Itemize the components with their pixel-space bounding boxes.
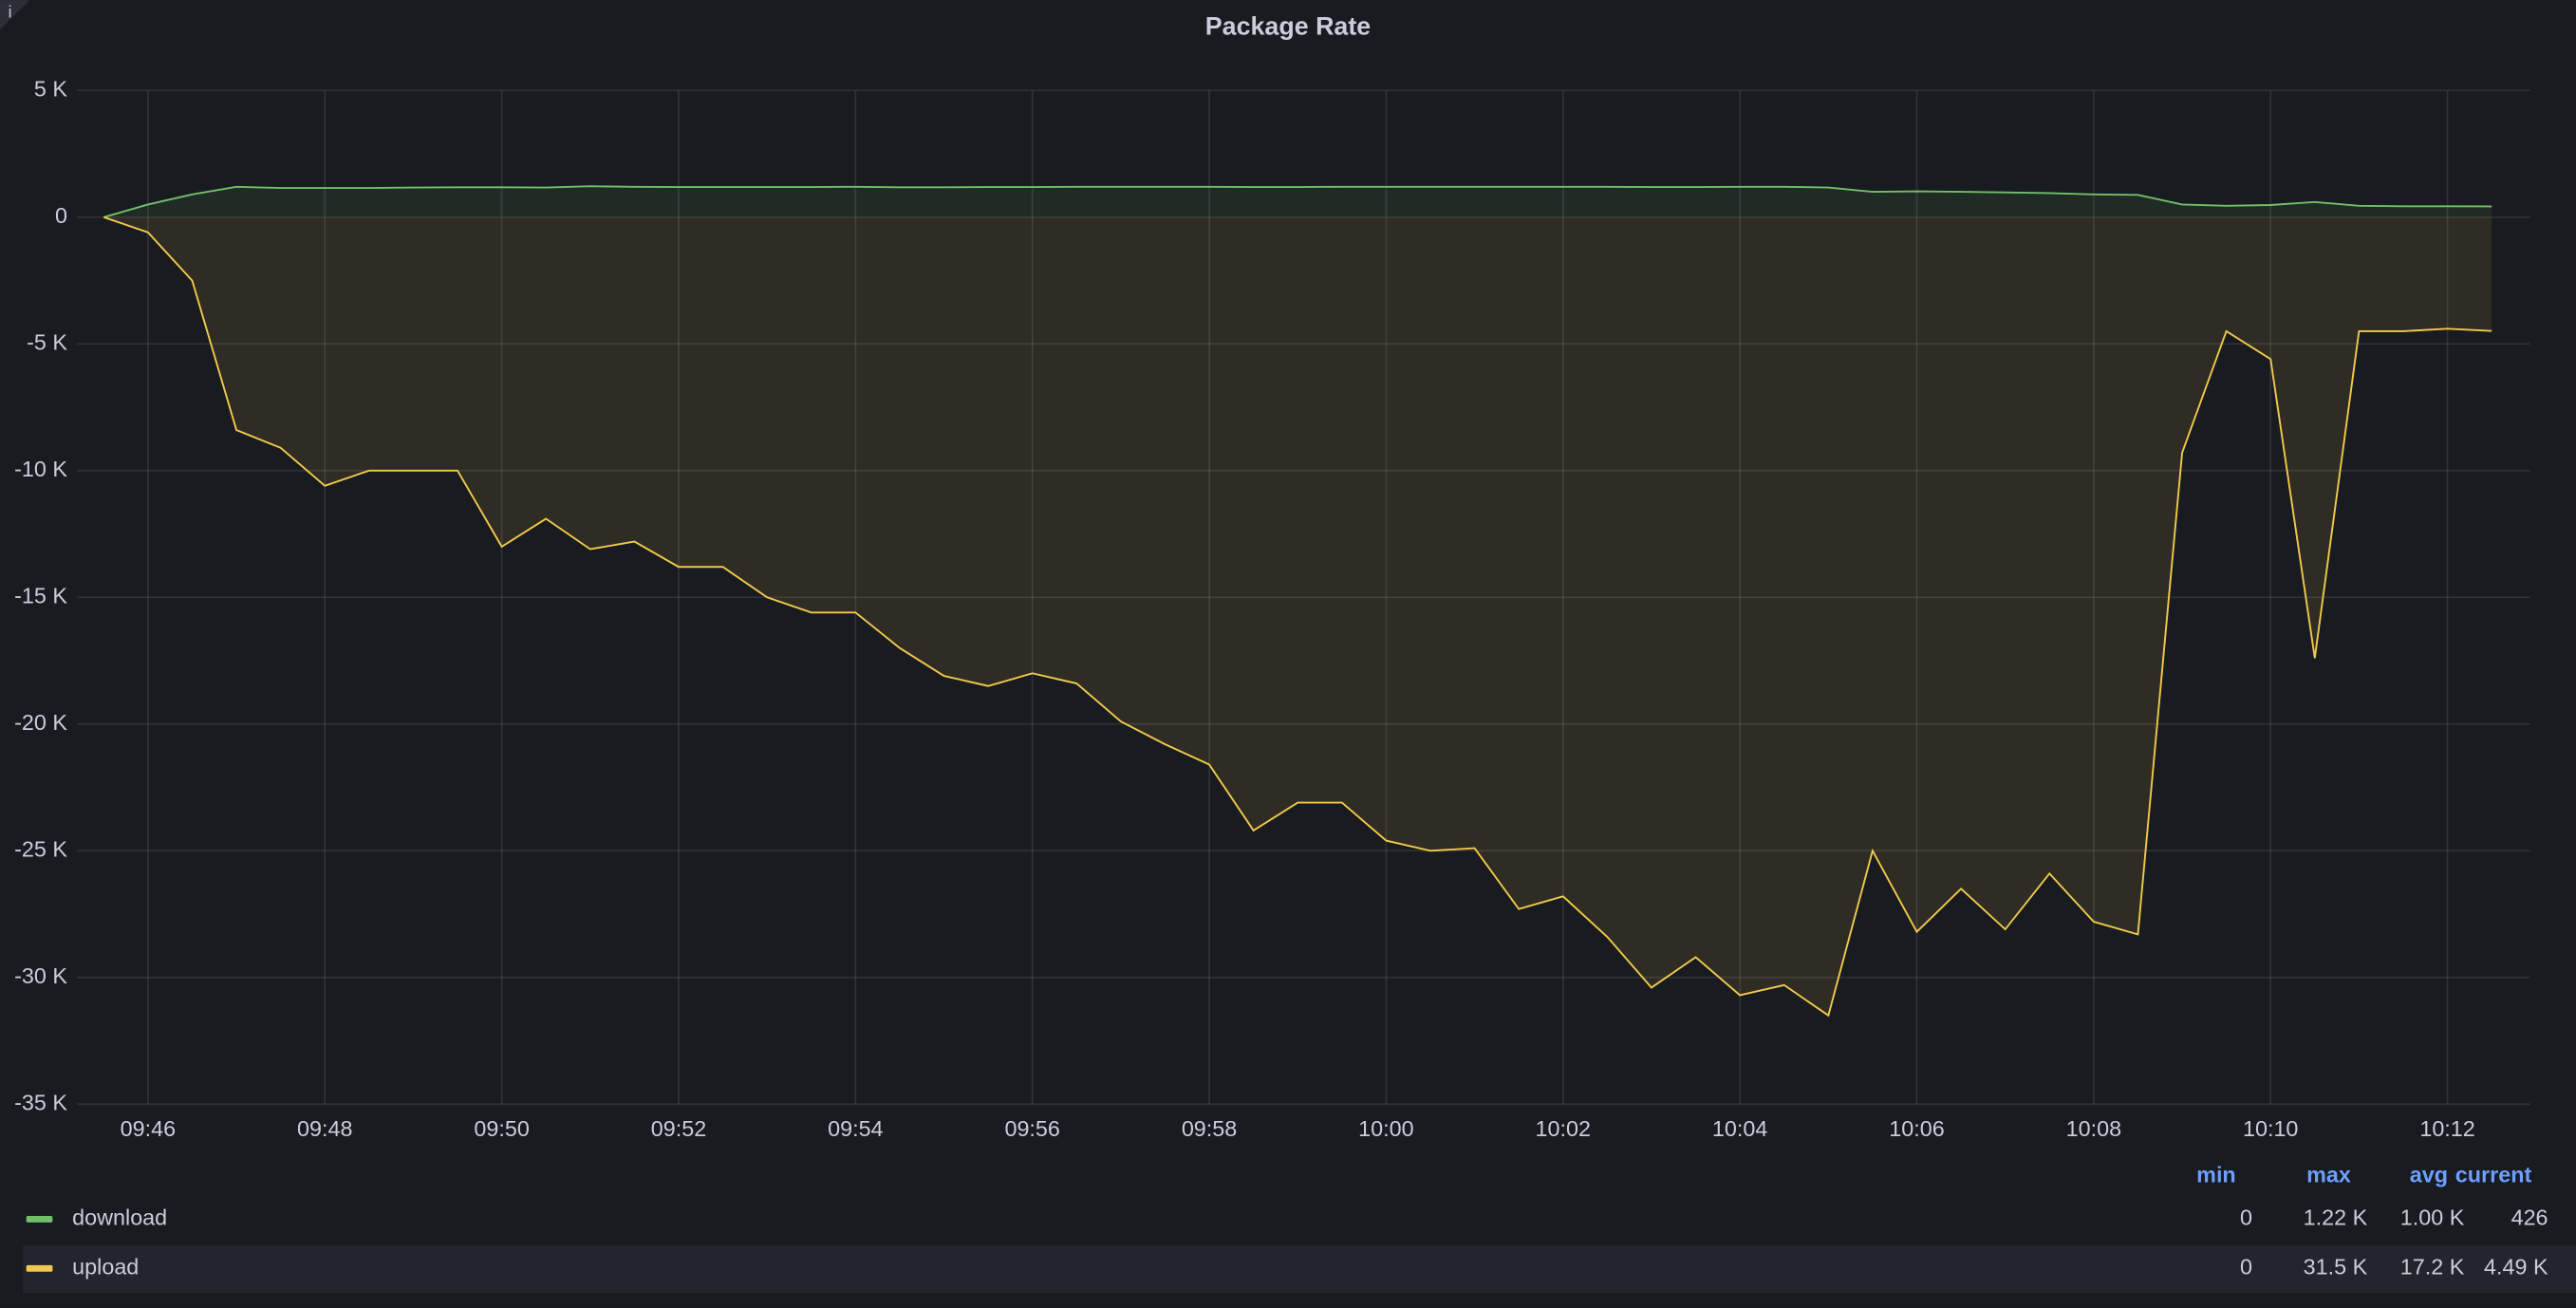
y-tick-label: 0 [55,203,67,228]
y-tick-label: -10 K [14,457,67,481]
x-tick-label: 09:56 [1004,1116,1059,1141]
x-tick-label: 09:52 [651,1116,706,1141]
x-tick-label: 09:46 [121,1116,176,1141]
legend-swatch[interactable] [26,1264,53,1272]
legend-column-header[interactable]: max [2306,1163,2351,1187]
series-line [103,215,2492,1018]
x-tick-label: 10:06 [1889,1116,1944,1141]
x-tick-label: 09:58 [1182,1116,1237,1141]
legend-swatch[interactable] [26,1215,53,1223]
series-line [103,185,2492,218]
legend-row-background [23,1245,2576,1294]
x-tick-label: 10:02 [1536,1116,1591,1141]
x-tick-label: 09:54 [828,1116,883,1141]
y-tick-label: -35 K [14,1090,67,1114]
legend-column-header[interactable]: current [2455,1163,2532,1187]
panel-title: Package Rate [1205,12,1371,41]
legend-label[interactable]: upload [72,1255,139,1280]
x-tick-label: 10:04 [1712,1116,1767,1141]
legend-column-header[interactable]: avg [2410,1163,2448,1187]
legend-stat: 4.49 K [2484,1255,2548,1280]
y-tick-label: -20 K [14,710,67,735]
legend-label[interactable]: download [72,1205,167,1230]
legend-stat: 426 [2511,1205,2548,1230]
legend-stat: 0 [2240,1205,2252,1230]
y-tick-label: -30 K [14,963,67,988]
legend-stat: 17.2 K [2400,1255,2465,1280]
info-icon[interactable]: i [9,3,12,22]
legend-column-header[interactable]: min [2196,1163,2236,1187]
y-tick-label: -15 K [14,583,67,607]
x-tick-label: 10:12 [2419,1116,2474,1141]
x-tick-label: 10:10 [2243,1116,2298,1141]
x-tick-label: 10:08 [2066,1116,2121,1141]
x-tick-label: 10:00 [1358,1116,1413,1141]
x-tick-label: 09:50 [474,1116,529,1141]
legend-stat: 1.22 K [2304,1205,2368,1230]
x-tick-label: 09:48 [297,1116,352,1141]
area-fill [103,216,2492,1016]
area-fill [103,186,2492,217]
y-tick-label: -5 K [27,329,67,354]
y-tick-label: 5 K [34,76,67,101]
legend-stat: 1.00 K [2400,1205,2465,1230]
y-tick-label: -25 K [14,836,67,861]
legend-stat: 31.5 K [2304,1255,2368,1280]
legend-stat: 0 [2240,1255,2252,1280]
